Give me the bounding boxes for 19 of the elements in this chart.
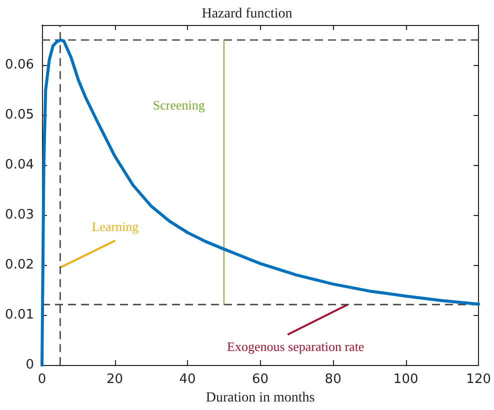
x-tick-label: 40	[179, 372, 196, 388]
y-tick-label: 0.01	[5, 308, 34, 323]
y-tick-label: 0.02	[5, 258, 34, 273]
x-tick-label: 20	[106, 372, 124, 388]
y-tick-label: 0.04	[5, 158, 34, 173]
annotation: Screening	[152, 98, 206, 113]
y-tick-label: 0	[26, 358, 34, 373]
x-tick-label: 80	[324, 372, 342, 388]
y-tick-label: 0.03	[5, 208, 34, 223]
x-tick-label: 100	[393, 372, 418, 388]
annotation: Learning	[92, 219, 140, 234]
x-tick-label: 60	[252, 372, 269, 388]
x-axis-title: Duration in months	[206, 390, 315, 406]
annotation: Exogenous separation rate	[227, 339, 364, 354]
chart-title: Hazard function	[202, 6, 292, 22]
y-tick-label: 0.06	[5, 58, 34, 73]
x-tick-label: 0	[38, 372, 46, 388]
x-tick-label: 120	[466, 372, 492, 388]
y-tick-label: 0.05	[5, 108, 34, 123]
